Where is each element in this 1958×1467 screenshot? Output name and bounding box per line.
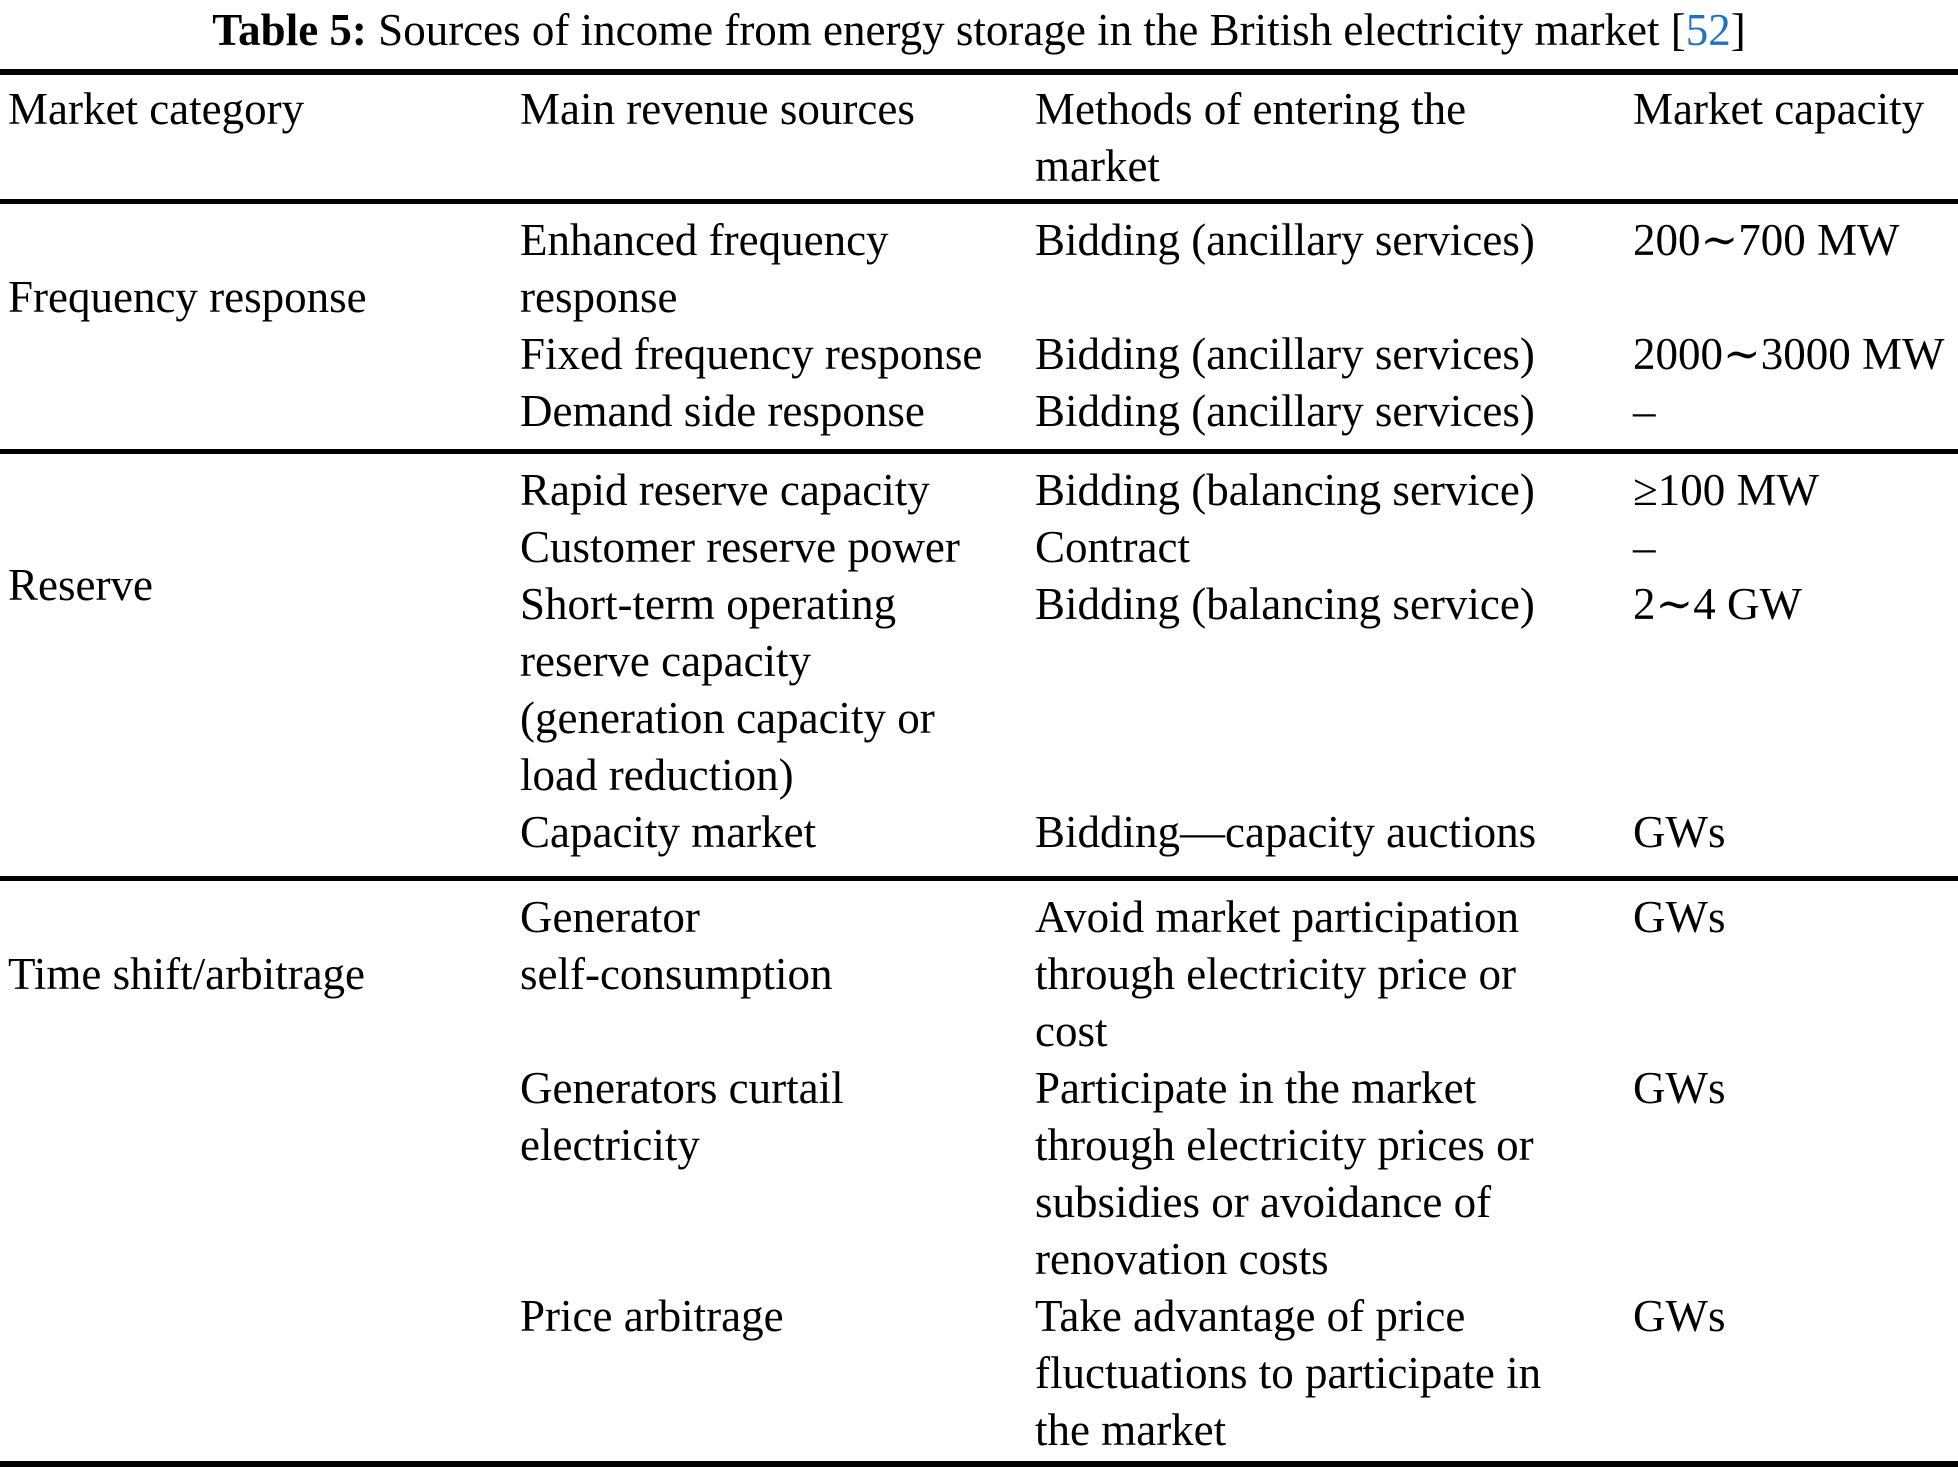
cell-entry-method: Bidding (ancillary services) bbox=[1035, 329, 1535, 379]
section-frequency-response: Frequency response Enhanced frequency re… bbox=[0, 204, 1958, 454]
cell-revenue-source: Enhanced frequency response bbox=[520, 215, 889, 322]
table-caption-text: Sources of income from energy storage in… bbox=[366, 5, 1671, 55]
cell-revenue-source: Generators curtail electricity bbox=[520, 1063, 844, 1170]
category-label: Frequency response bbox=[8, 272, 367, 322]
cell-market-capacity: ≥100 MW bbox=[1633, 465, 1819, 515]
cell-entry-method: Avoid market participation through elect… bbox=[1035, 892, 1520, 1056]
citation-bracket-close: ] bbox=[1730, 5, 1746, 55]
column-header-methods-of-entering: Methods of entering the market bbox=[1035, 84, 1467, 191]
cell-market-capacity: GWs bbox=[1633, 1063, 1726, 1113]
cell-entry-method: Take advantage of price fluctuations to … bbox=[1035, 1291, 1542, 1455]
cell-market-capacity: GWs bbox=[1633, 807, 1726, 857]
cell-revenue-source: Rapid reserve capacity bbox=[520, 465, 930, 515]
section-time-shift-arbitrage: Time shift/arbitrage Generator self-cons… bbox=[0, 881, 1958, 1467]
cell-market-capacity: 2∼4 GW bbox=[1633, 579, 1802, 629]
section-reserve: Reserve Rapid reserve capacity Bidding (… bbox=[0, 454, 1958, 881]
column-header-market-capacity: Market capacity bbox=[1633, 84, 1925, 134]
cell-market-capacity: 200∼700 MW bbox=[1633, 215, 1900, 265]
cell-entry-method: Bidding—capacity auctions bbox=[1035, 807, 1537, 857]
cell-revenue-source: Generator self-consumption bbox=[520, 892, 833, 999]
cell-revenue-source: Fixed frequency response bbox=[520, 329, 983, 379]
citation-link[interactable]: 52 bbox=[1685, 5, 1731, 55]
category-label: Reserve bbox=[8, 560, 153, 610]
cell-entry-method: Bidding (ancillary services) bbox=[1035, 386, 1535, 436]
cell-revenue-source: Demand side response bbox=[520, 386, 925, 436]
category-label: Time shift/arbitrage bbox=[8, 949, 366, 999]
table-caption-label: Table 5: bbox=[212, 5, 367, 55]
cell-entry-method: Bidding (balancing service) bbox=[1035, 579, 1535, 629]
cell-market-capacity: – bbox=[1633, 522, 1656, 572]
table-rule-top bbox=[0, 69, 1958, 75]
column-header-main-revenue-sources: Main revenue sources bbox=[520, 84, 915, 134]
citation-bracket-open: [ bbox=[1670, 5, 1686, 55]
table-rule-header bbox=[0, 199, 1958, 204]
cell-entry-method: Participate in the market through electr… bbox=[1035, 1063, 1534, 1284]
cell-market-capacity: 2000∼3000 MW bbox=[1633, 329, 1945, 379]
cell-revenue-source: Customer reserve power bbox=[520, 522, 960, 572]
cell-market-capacity: GWs bbox=[1633, 892, 1726, 942]
cell-revenue-source: Price arbitrage bbox=[520, 1291, 784, 1341]
cell-revenue-source: Short-term operating reserve capacity (g… bbox=[520, 579, 935, 800]
cell-market-capacity: GWs bbox=[1633, 1291, 1726, 1341]
column-header-market-category: Market category bbox=[8, 84, 305, 134]
cell-market-capacity: – bbox=[1633, 386, 1656, 436]
cell-entry-method: Bidding (balancing service) bbox=[1035, 465, 1535, 515]
table-header-row: Market category Main revenue sources Met… bbox=[0, 75, 1958, 199]
cell-entry-method: Bidding (ancillary services) bbox=[1035, 215, 1535, 265]
cell-revenue-source: Capacity market bbox=[520, 807, 817, 857]
table-caption: Table 5: Sources of income from energy s… bbox=[0, 0, 1958, 59]
cell-entry-method: Contract bbox=[1035, 522, 1190, 572]
